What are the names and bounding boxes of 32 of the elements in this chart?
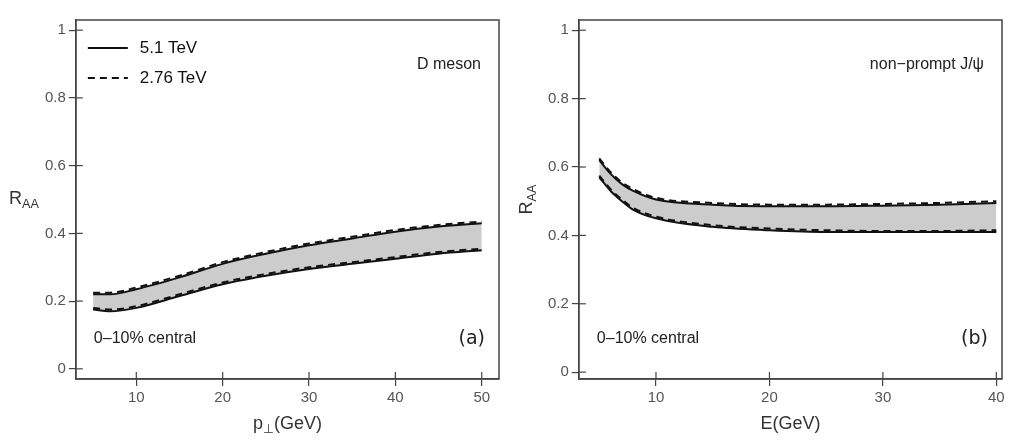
annotation: (a) bbox=[458, 325, 485, 348]
annotation: D meson bbox=[416, 55, 482, 73]
x-tick-label: 50 bbox=[473, 388, 491, 406]
x-tick-label: 10 bbox=[647, 388, 665, 406]
legend-label: 5.1 TeV bbox=[139, 37, 198, 57]
x-tick-label: 30 bbox=[874, 388, 892, 406]
y-tick-label: 0.4 bbox=[44, 223, 66, 241]
annotation: 0–10% central bbox=[93, 329, 197, 347]
y-tick-label: 1 bbox=[57, 20, 66, 38]
x-axis-title: p⊥(GeV) bbox=[252, 412, 322, 436]
annotation: (b) bbox=[961, 325, 988, 348]
y-tick-label: 0.2 bbox=[547, 293, 569, 311]
legend-label: 2.76 TeV bbox=[139, 67, 208, 87]
y-axis-title: RAA bbox=[515, 184, 539, 215]
x-tick-label: 40 bbox=[387, 388, 404, 406]
y-tick-label: 0.6 bbox=[44, 155, 66, 173]
y-tick-label: 0.8 bbox=[44, 88, 66, 106]
annotation: non−prompt J/ψ bbox=[869, 55, 985, 73]
y-tick-label: 0.8 bbox=[547, 88, 569, 106]
y-tick-label: 0.2 bbox=[44, 291, 66, 309]
x-axis-title: E(GeV) bbox=[760, 412, 821, 433]
annotation: 0–10% central bbox=[596, 329, 700, 347]
y-tick-label: 0 bbox=[560, 362, 569, 380]
x-tick-label: 30 bbox=[300, 388, 318, 406]
y-tick-label: 0.4 bbox=[547, 225, 569, 243]
y-tick-label: 1 bbox=[560, 20, 569, 38]
y-tick-label: 0.6 bbox=[547, 157, 569, 175]
x-tick-label: 40 bbox=[987, 388, 1005, 406]
x-tick-label: 20 bbox=[761, 388, 778, 406]
x-tick-label: 10 bbox=[127, 388, 145, 406]
y-tick-label: 0 bbox=[57, 358, 66, 376]
x-tick-label: 20 bbox=[214, 388, 231, 406]
